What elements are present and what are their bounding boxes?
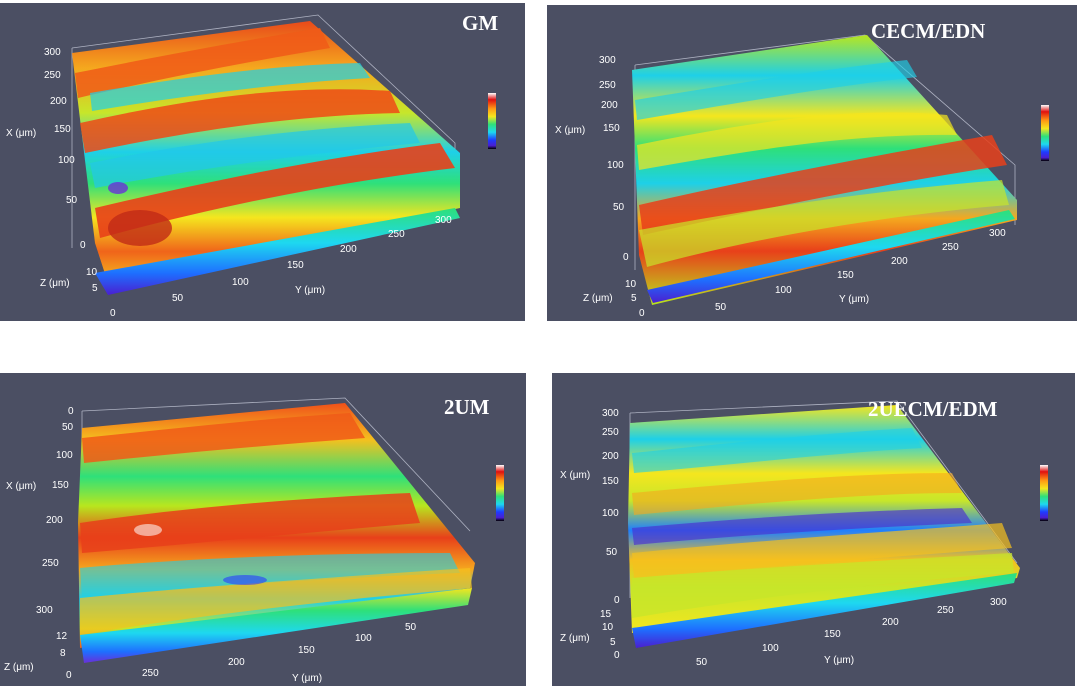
y-tick: 150	[298, 645, 315, 656]
y-tick: 250	[937, 605, 954, 616]
x-tick: 0	[68, 406, 74, 417]
z-axis-label: Z (μm)	[583, 293, 613, 304]
y-tick: 150	[287, 260, 304, 271]
y-tick: 100	[775, 285, 792, 296]
x-tick: 0	[80, 240, 86, 251]
y-tick: 100	[762, 643, 779, 654]
y-tick: 250	[388, 229, 405, 240]
x-tick: 150	[602, 476, 619, 487]
x-tick: 50	[62, 422, 74, 433]
y-tick: 50	[715, 302, 727, 313]
y-tick: 200	[228, 657, 245, 668]
x-tick: 100	[58, 155, 75, 166]
y-tick: 200	[891, 256, 908, 267]
x-tick: 150	[54, 124, 71, 135]
y-tick: 300	[435, 215, 452, 226]
surface-plot-2um: X (μm) Y (μm) Z (μm) 0 50 100 150 200 25…	[0, 373, 526, 686]
z-tick: 0	[66, 670, 72, 681]
z-tick: 10	[86, 267, 98, 278]
surface-3d-render-gm: X (μm) Y (μm) Z (μm) 300 250 200 150 100…	[6, 14, 496, 319]
surface-3d-render-cecm-edn: X (μm) Y (μm) Z (μm) 300 250 200 150 100…	[555, 34, 1049, 319]
z-tick: 15	[600, 609, 612, 620]
z-tick: 12	[56, 631, 68, 642]
x-axis-label: X (μm)	[6, 481, 36, 492]
z-axis-label: Z (μm)	[560, 633, 590, 644]
x-tick: 200	[601, 100, 618, 111]
z-tick: 5	[92, 283, 98, 294]
y-tick: 200	[882, 617, 899, 628]
x-tick: 150	[603, 123, 620, 134]
x-axis-label: X (μm)	[6, 128, 36, 139]
x-tick: 300	[602, 408, 619, 419]
y-tick: 300	[989, 228, 1006, 239]
y-tick: 150	[837, 270, 854, 281]
y-tick: 100	[355, 633, 372, 644]
x-tick: 300	[599, 55, 616, 66]
x-tick: 100	[56, 450, 73, 461]
y-tick: 50	[172, 293, 184, 304]
z-tick: 10	[625, 279, 637, 290]
z-tick: 10	[602, 622, 614, 633]
y-tick: 100	[232, 277, 249, 288]
panel-title: 2UECM/EDM	[868, 397, 998, 421]
y-tick: 250	[942, 242, 959, 253]
z-tick: 5	[610, 637, 616, 648]
x-tick: 200	[50, 96, 67, 107]
y-tick: 150	[824, 629, 841, 640]
x-tick: 50	[613, 202, 625, 213]
surface-plot-cecm-edn: X (μm) Y (μm) Z (μm) 300 250 200 150 100…	[547, 5, 1077, 321]
x-tick: 50	[66, 195, 78, 206]
x-tick: 200	[46, 515, 63, 526]
y-tick: 300	[990, 597, 1007, 608]
z-axis-label: Z (μm)	[40, 278, 70, 289]
x-tick: 200	[602, 451, 619, 462]
x-tick: 50	[606, 547, 618, 558]
panel-title: CECM/EDN	[871, 19, 986, 43]
z-tick: 8	[60, 648, 66, 659]
surface-3d-render-2uecm-edm: X (μm) Y (μm) Z (μm) 300 250 200 150 100…	[560, 400, 1048, 668]
y-axis-label: Y (μm)	[292, 673, 322, 684]
y-tick: 50	[696, 657, 708, 668]
x-tick: 100	[602, 508, 619, 519]
panel-title: 2UM	[444, 395, 490, 419]
x-axis-label: X (μm)	[560, 470, 590, 481]
x-tick: 250	[42, 558, 59, 569]
x-axis-label: X (μm)	[555, 125, 585, 136]
x-tick: 100	[607, 160, 624, 171]
surface-3d-render-2um: X (μm) Y (μm) Z (μm) 0 50 100 150 200 25…	[4, 397, 504, 684]
surface-plot-gm: X (μm) Y (μm) Z (μm) 300 250 200 150 100…	[0, 3, 525, 321]
z-axis-label: Z (μm)	[4, 662, 34, 673]
z-tick: 0	[110, 308, 116, 319]
y-tick: 50	[405, 622, 417, 633]
x-tick: 250	[602, 427, 619, 438]
x-tick: 0	[614, 595, 620, 606]
panel-title: GM	[462, 11, 499, 35]
z-tick: 0	[614, 650, 620, 661]
z-tick: 0	[639, 308, 645, 319]
z-tick: 5	[631, 293, 637, 304]
y-axis-label: Y (μm)	[839, 294, 869, 305]
x-tick: 250	[599, 80, 616, 91]
x-tick: 0	[623, 252, 629, 263]
x-tick: 150	[52, 480, 69, 491]
y-tick: 250	[142, 668, 159, 679]
x-tick: 300	[36, 605, 53, 616]
x-tick: 300	[44, 47, 61, 58]
x-tick: 250	[44, 70, 61, 81]
y-tick: 200	[340, 244, 357, 255]
y-axis-label: Y (μm)	[824, 655, 854, 666]
surface-plot-2uecm-edm: X (μm) Y (μm) Z (μm) 300 250 200 150 100…	[552, 373, 1075, 686]
y-axis-label: Y (μm)	[295, 285, 325, 296]
